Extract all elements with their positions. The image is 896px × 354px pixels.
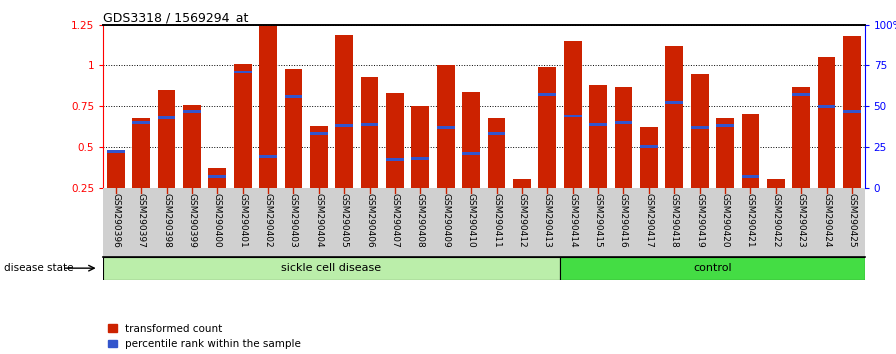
Bar (818, 105, 835, 108)
Bar (487, 118, 505, 228)
Bar (158, 90, 176, 228)
Bar (615, 87, 633, 228)
Bar (411, 157, 429, 160)
Text: GSM290403: GSM290403 (289, 193, 298, 248)
Text: GSM290407: GSM290407 (391, 193, 400, 248)
Bar (285, 95, 302, 98)
Bar (183, 104, 201, 228)
Text: GSM290400: GSM290400 (212, 193, 222, 248)
Bar (335, 124, 353, 127)
Bar (742, 114, 759, 228)
Bar (538, 93, 556, 96)
Bar (560, 257, 865, 280)
Text: GSM290401: GSM290401 (238, 193, 247, 248)
Bar (437, 126, 454, 129)
Bar (335, 35, 353, 228)
Bar (183, 110, 201, 113)
Text: GSM290408: GSM290408 (416, 193, 425, 248)
Bar (462, 152, 480, 155)
Bar (843, 36, 861, 228)
Bar (691, 74, 709, 228)
Text: disease state: disease state (4, 263, 74, 273)
Text: GSM290398: GSM290398 (162, 193, 171, 248)
Text: sickle cell disease: sickle cell disease (281, 263, 382, 273)
Bar (107, 150, 125, 228)
Bar (792, 93, 810, 96)
Bar (666, 46, 683, 228)
Bar (158, 116, 176, 119)
Bar (640, 145, 658, 148)
Bar (310, 126, 328, 228)
Text: GSM290399: GSM290399 (187, 193, 196, 248)
Bar (590, 122, 607, 126)
Text: GSM290424: GSM290424 (822, 193, 831, 248)
Text: control: control (693, 263, 732, 273)
Text: GSM290412: GSM290412 (517, 193, 527, 248)
Bar (716, 118, 734, 228)
Text: GSM290419: GSM290419 (695, 193, 704, 248)
Bar (564, 41, 582, 228)
Bar (103, 257, 560, 280)
Bar (716, 124, 734, 127)
Bar (133, 118, 150, 228)
Bar (437, 65, 454, 228)
Bar (640, 127, 658, 228)
Text: GSM290410: GSM290410 (467, 193, 476, 248)
Text: GSM290421: GSM290421 (745, 193, 755, 248)
Bar (538, 67, 556, 228)
Bar (209, 175, 226, 178)
Text: GSM290396: GSM290396 (111, 193, 120, 248)
Bar (818, 57, 835, 228)
Bar (361, 122, 378, 126)
Bar (843, 110, 861, 113)
Bar (513, 179, 530, 228)
Bar (234, 64, 252, 228)
Text: GSM290411: GSM290411 (492, 193, 501, 248)
Bar (386, 93, 404, 228)
Bar (133, 121, 150, 124)
Text: GSM290404: GSM290404 (314, 193, 323, 248)
Text: GSM290397: GSM290397 (136, 193, 146, 248)
Bar (487, 132, 505, 135)
Bar (767, 179, 785, 228)
Bar (310, 132, 328, 135)
Text: GSM290409: GSM290409 (441, 193, 451, 248)
Bar (590, 85, 607, 228)
Bar (691, 126, 709, 129)
Bar (742, 175, 759, 178)
Bar (564, 114, 582, 118)
Bar (386, 159, 404, 161)
Bar (513, 216, 530, 218)
Legend: transformed count, percentile rank within the sample: transformed count, percentile rank withi… (108, 324, 301, 349)
Bar (666, 102, 683, 104)
Bar (285, 69, 302, 228)
Bar (767, 211, 785, 213)
Text: GSM290422: GSM290422 (771, 193, 780, 248)
Bar (792, 87, 810, 228)
Text: GSM290406: GSM290406 (365, 193, 375, 248)
Bar (209, 168, 226, 228)
Text: GSM290418: GSM290418 (669, 193, 679, 248)
Text: GSM290423: GSM290423 (797, 193, 806, 248)
Bar (615, 121, 633, 124)
Bar (234, 70, 252, 74)
Text: GSM290417: GSM290417 (644, 193, 653, 248)
Bar (259, 155, 277, 158)
Text: GSM290414: GSM290414 (568, 193, 577, 248)
Bar (259, 27, 277, 228)
Text: GSM290416: GSM290416 (619, 193, 628, 248)
Text: GSM290402: GSM290402 (263, 193, 272, 248)
Bar (361, 77, 378, 228)
Text: GSM290415: GSM290415 (593, 193, 603, 248)
Text: GSM290425: GSM290425 (848, 193, 857, 248)
Text: GDS3318 / 1569294_at: GDS3318 / 1569294_at (103, 11, 248, 24)
Bar (107, 150, 125, 153)
Text: GSM290420: GSM290420 (720, 193, 729, 248)
Bar (411, 106, 429, 228)
Text: GSM290413: GSM290413 (543, 193, 552, 248)
Text: GSM290405: GSM290405 (340, 193, 349, 248)
Bar (462, 92, 480, 228)
